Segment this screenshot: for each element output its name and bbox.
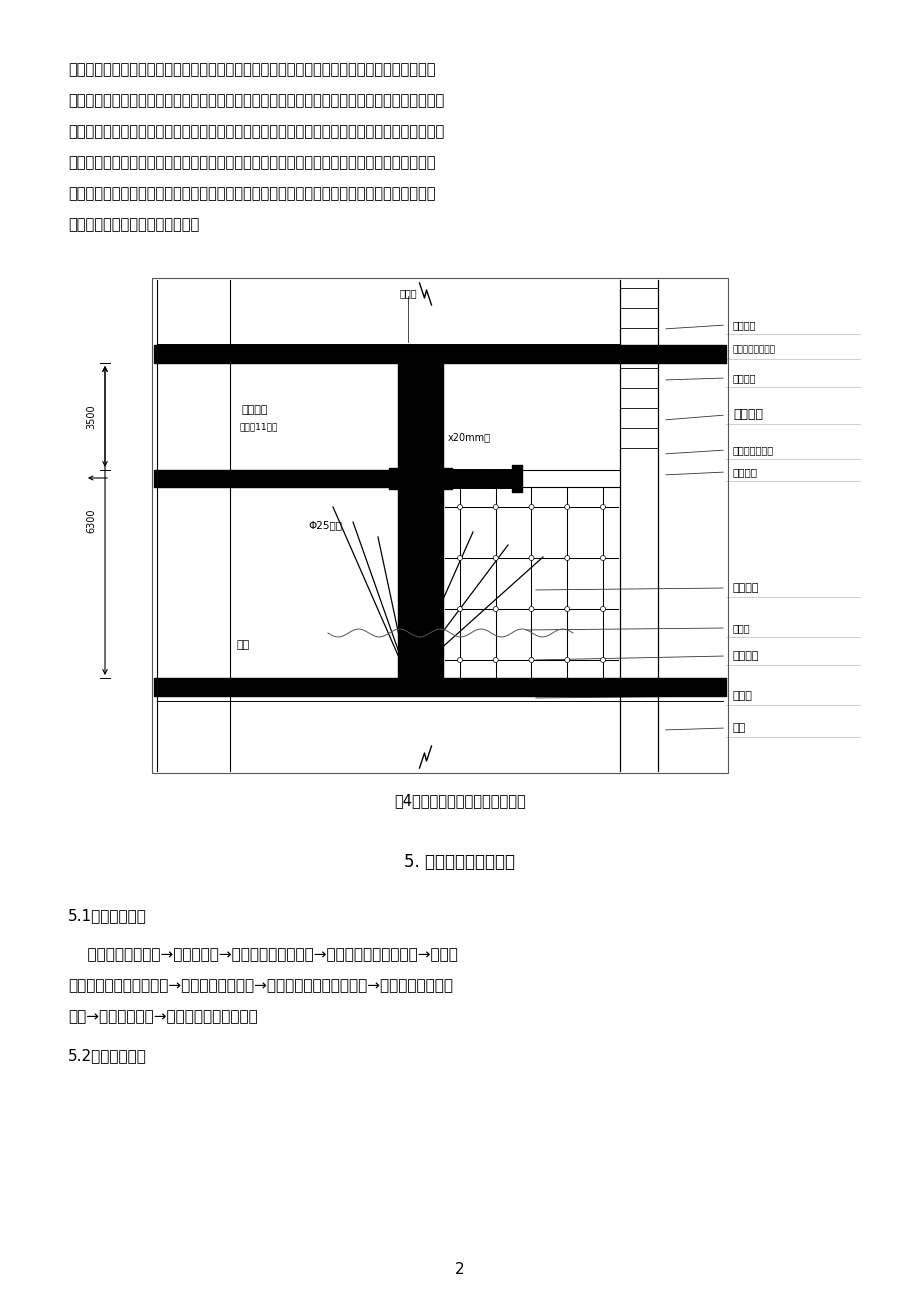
Text: 后在整个悬挑型钢平台上焊接架体定位筋及满挂大眼网，满铺脚手板之后进行模板支撑架体的搭: 后在整个悬挑型钢平台上焊接架体定位筋及满挂大眼网，满铺脚手板之后进行模板支撑架体…: [68, 186, 435, 201]
Circle shape: [600, 504, 605, 509]
Text: 安全网: 安全网: [732, 622, 750, 633]
Text: 3500: 3500: [85, 404, 96, 428]
Text: 5.2主要操作要点: 5.2主要操作要点: [68, 1048, 147, 1062]
Text: 多层板满堂钢圈: 多层板满堂钢圈: [732, 445, 773, 454]
Circle shape: [457, 607, 462, 612]
Text: 钢丝绳安全备备用: 钢丝绳安全备备用: [732, 345, 775, 354]
Circle shape: [600, 658, 605, 663]
Text: 支撑架体: 支撑架体: [732, 467, 757, 477]
Circle shape: [493, 658, 498, 663]
Circle shape: [564, 607, 569, 612]
Text: 按照工程结构外形，依次吊装单榀型钢悬挑主梁，吊装加固完成后，焊接悬挑主梁上部联梁，然: 按照工程结构外形，依次吊装单榀型钢悬挑主梁，吊装加固完成后，焊接悬挑主梁上部联梁…: [68, 155, 435, 171]
Circle shape: [493, 607, 498, 612]
Text: 钢斜撑: 钢斜撑: [732, 691, 752, 700]
Text: 悬挑型钢: 悬挑型钢: [732, 372, 755, 383]
Text: 腹架: 腹架: [732, 723, 745, 733]
Bar: [445, 469, 517, 488]
Bar: [152, 279, 727, 773]
Text: 预埋件及钢梁加工→预埋件预埋→钢梁与斜支撑预拼装→钢梁与斜支撑整体吊装→钢梁、: 预埋件及钢梁加工→预埋件预埋→钢梁与斜支撑预拼装→钢梁与斜支撑整体吊装→钢梁、: [68, 947, 458, 962]
Circle shape: [457, 504, 462, 509]
Circle shape: [564, 504, 569, 509]
Circle shape: [493, 504, 498, 509]
Text: 外易挑案: 外易挑案: [732, 320, 755, 329]
Circle shape: [528, 504, 533, 509]
Circle shape: [457, 556, 462, 560]
Text: 图4：悬挑结构支撑体系施工大样: 图4：悬挑结构支撑体系施工大样: [393, 793, 526, 809]
Circle shape: [600, 556, 605, 560]
Text: 5.1施工工艺流程: 5.1施工工艺流程: [68, 907, 147, 923]
Text: 5. 工艺流程及操作要点: 5. 工艺流程及操作要点: [404, 853, 515, 871]
Circle shape: [564, 658, 569, 663]
Text: 绑缝井: 绑缝井: [399, 288, 416, 298]
Text: 再将悬挑型钢下部斜支撑与下层钢板预埋件以钢板焊接固定，至此，单榀型钢悬挑主梁安装完成；: 再将悬挑型钢下部斜支撑与下层钢板预埋件以钢板焊接固定，至此，单榀型钢悬挑主梁安装…: [68, 124, 444, 139]
Circle shape: [564, 556, 569, 560]
Circle shape: [457, 658, 462, 663]
Text: 悬挑结构: 悬挑结构: [242, 405, 268, 415]
Text: Φ25钢筋: Φ25钢筋: [308, 519, 342, 530]
Text: 搭设→悬挑结构施工→悬挑结构支撑体系拆除: 搭设→悬挑结构施工→悬挑结构支撑体系拆除: [68, 1009, 257, 1023]
Text: 设，以此来完成悬挑结构的施工。: 设，以此来完成悬挑结构的施工。: [68, 217, 199, 232]
Text: 悬挑型钢: 悬挑型钢: [732, 583, 759, 592]
Circle shape: [528, 658, 533, 663]
Circle shape: [600, 607, 605, 612]
Circle shape: [528, 607, 533, 612]
Text: x20mm板: x20mm板: [448, 432, 491, 441]
Text: 埋件: 埋件: [237, 641, 250, 650]
Circle shape: [528, 556, 533, 560]
Circle shape: [493, 556, 498, 560]
Text: 外围护架: 外围护架: [732, 409, 762, 422]
Text: （悬挑11米）: （悬挑11米）: [240, 422, 278, 431]
Text: 斜支撑与预埋件焊接加固→钢梁上部联梁安装→钢平台上部安全防护安装→钢平台上满堂架体: 斜支撑与预埋件焊接加固→钢梁上部联梁安装→钢平台上部安全防护安装→钢平台上满堂架…: [68, 978, 452, 993]
Text: 钢悬挑主梁与斜支撑整体吊至预定位置，将固定端锚环锚固好后，将型钢与钢板预埋件满焊固定，: 钢悬挑主梁与斜支撑整体吊至预定位置，将固定端锚环锚固好后，将型钢与钢板预埋件满焊…: [68, 92, 444, 108]
Text: 2: 2: [455, 1262, 464, 1277]
Text: 型钢斜杆: 型钢斜杆: [732, 651, 759, 661]
Text: 悬挑结构下层结构板时，预埋钢板预埋件及悬挑型钢锚环，在主体结构板强度达到要求后，将型: 悬挑结构下层结构板时，预埋钢板预埋件及悬挑型钢锚环，在主体结构板强度达到要求后，…: [68, 62, 435, 77]
Text: 6300: 6300: [85, 508, 96, 533]
